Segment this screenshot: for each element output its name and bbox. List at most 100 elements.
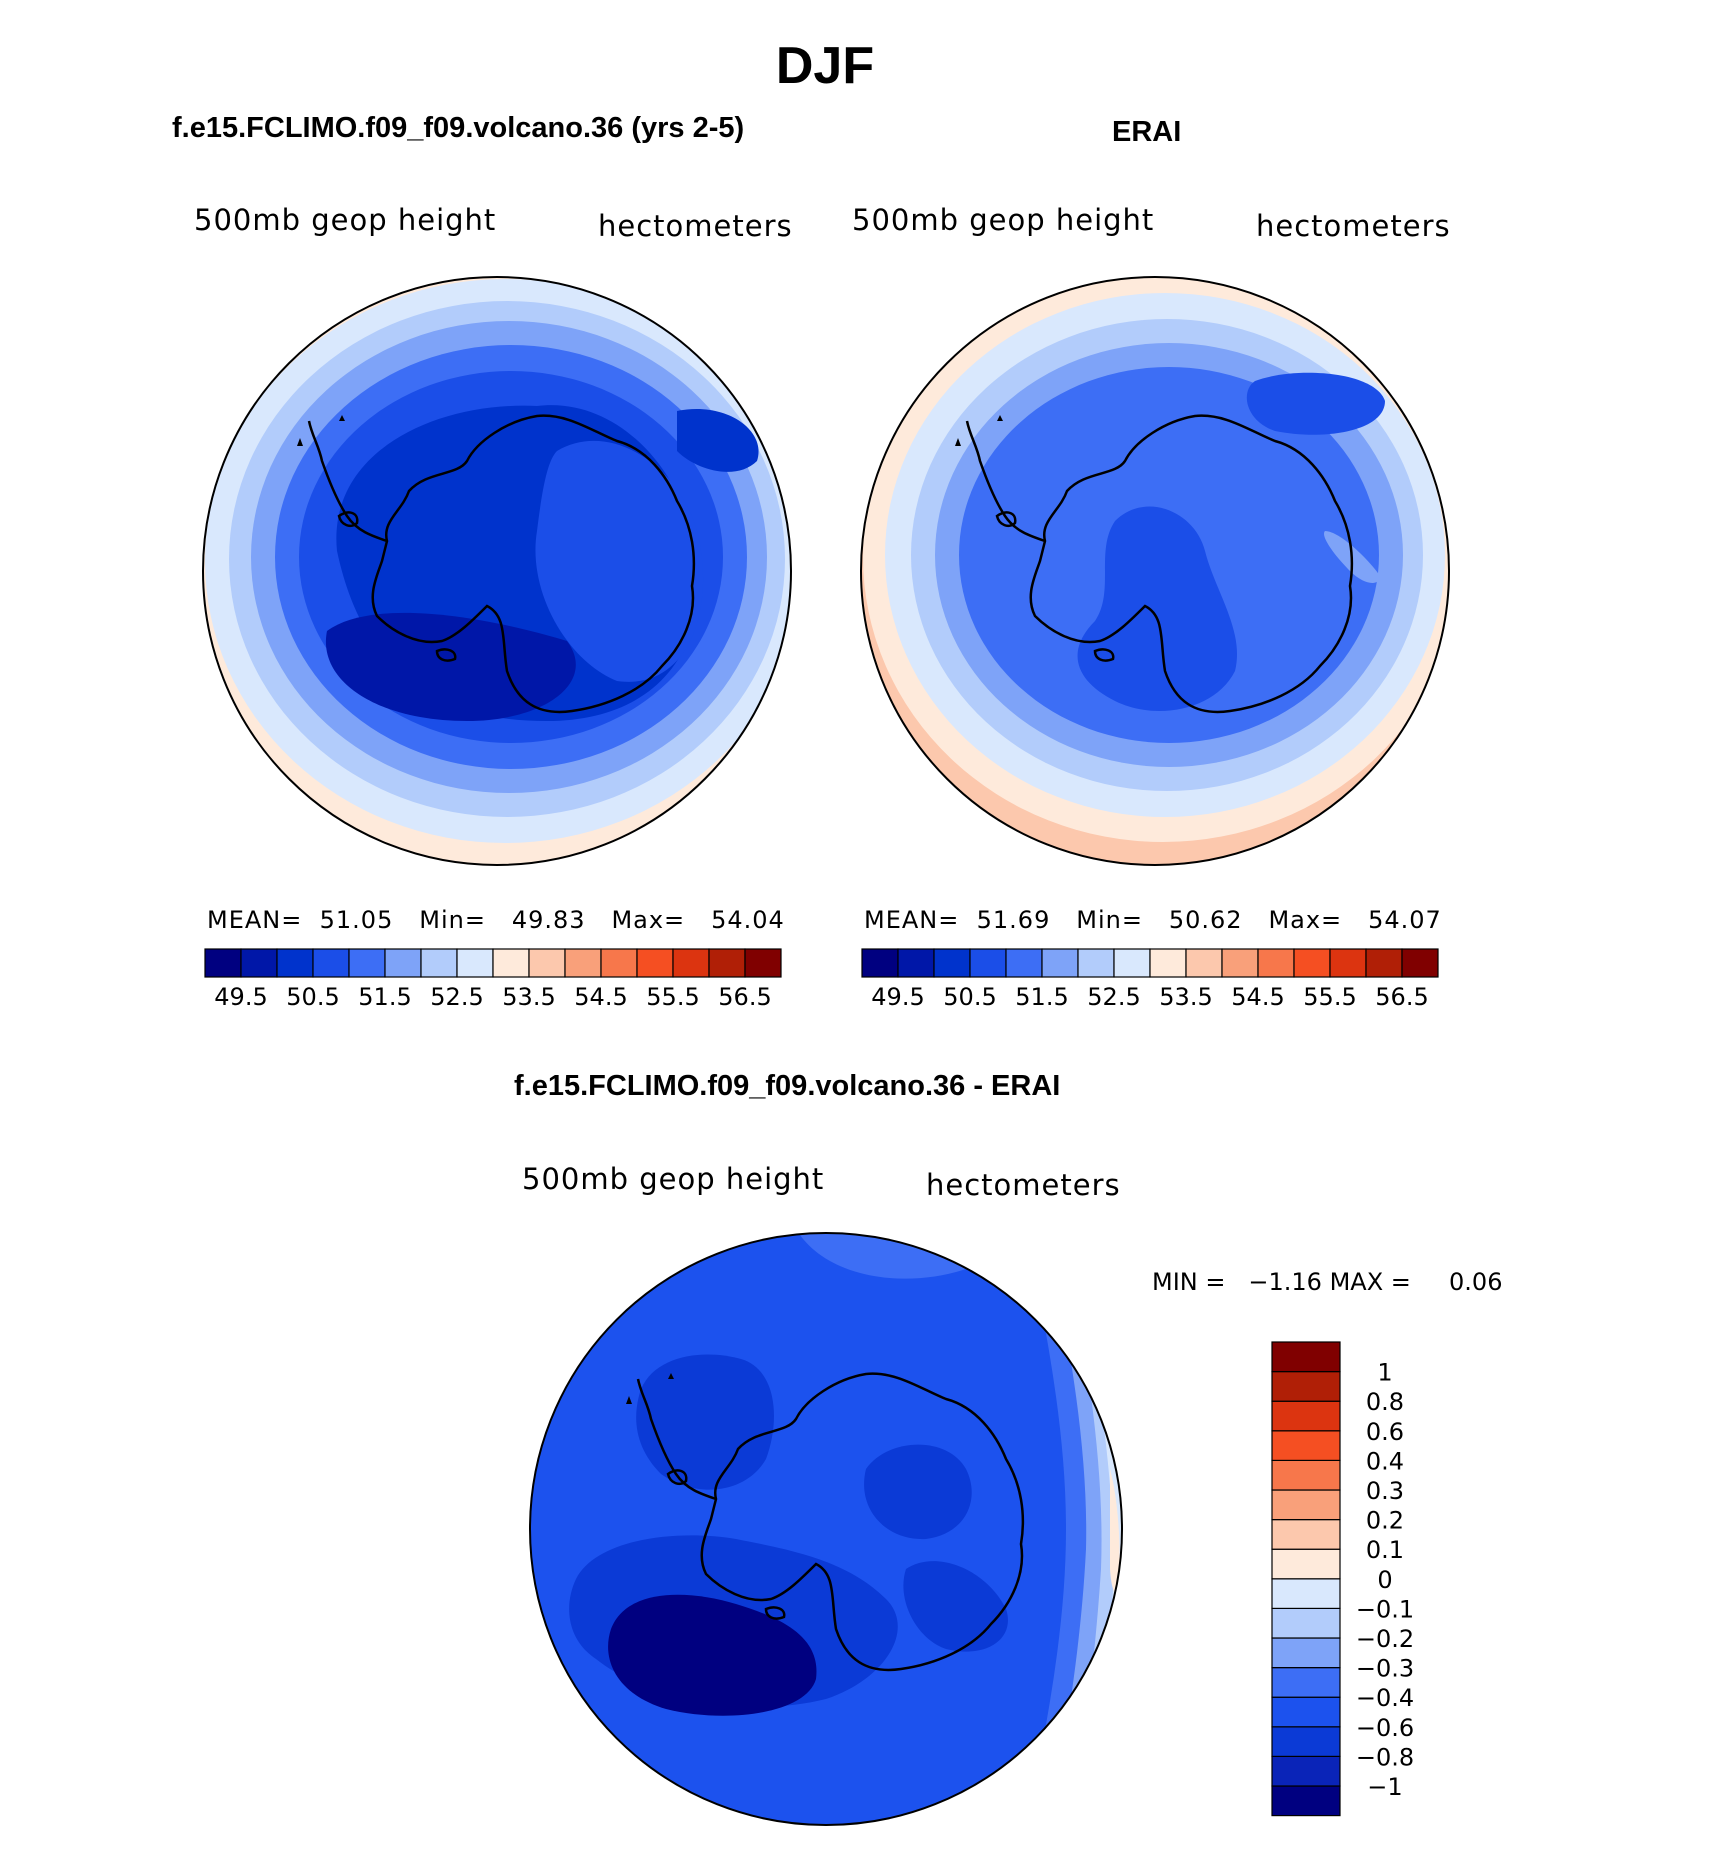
model-colorbar-tick-label: 52.5 <box>430 983 483 1011</box>
diff-stats-line: MIN = −1.16 MAX = 0.06 <box>1152 1268 1502 1296</box>
obs-colorbar-box <box>1257 948 1295 978</box>
model-colorbar-box <box>492 948 530 978</box>
diff-colorbar-tick-label: 0.3 <box>1366 1477 1404 1505</box>
diff-colorbar-tick-label: 0.8 <box>1366 1388 1404 1416</box>
model-max-value: 54.04 <box>711 906 785 934</box>
model-colorbar-box <box>312 948 350 978</box>
model-colorbar-box <box>204 948 242 978</box>
diff-colorbar-tick-label: 0.2 <box>1366 1507 1404 1535</box>
obs-min-label: Min= <box>1076 906 1143 934</box>
obs-colorbar-box <box>933 948 971 978</box>
diff-colorbar-tick-label: 1 <box>1377 1359 1392 1387</box>
diff-colorbar-box <box>1271 1607 1341 1639</box>
diff-colorbar-box <box>1271 1548 1341 1580</box>
diff-min-value: −1.16 <box>1248 1268 1322 1296</box>
model-colorbar-tick-label: 50.5 <box>286 983 339 1011</box>
obs-colorbar-box <box>1221 948 1259 978</box>
obs-colorbar-tick-label: 53.5 <box>1159 983 1212 1011</box>
model-colorbar-box <box>384 948 422 978</box>
model-max-label: Max= <box>611 906 686 934</box>
obs-colorbar-box <box>1149 948 1187 978</box>
diff-colorbar-tick-label: 0.4 <box>1366 1447 1404 1475</box>
obs-stats-line: MEAN= 51.69 Min= 50.62 Max= 54.07 <box>864 906 1442 934</box>
diff-colorbar-tick-label: −0.2 <box>1356 1625 1414 1653</box>
model-min-value: 49.83 <box>511 906 586 934</box>
obs-panel-title: ERAI <box>1112 116 1182 148</box>
model-stats-line: MEAN= 51.05 Min= 49.83 Max= 54.04 <box>207 906 785 934</box>
model-colorbar-box <box>348 948 386 978</box>
diff-colorbar-box <box>1271 1519 1341 1550</box>
diff-colorbar: −1−0.8−0.6−0.4−0.3−0.2−0.100.10.20.30.40… <box>1271 1341 1414 1817</box>
diff-colorbar-box <box>1271 1755 1341 1787</box>
model-min-label: Min= <box>419 906 486 934</box>
model-colorbar-box <box>672 948 710 978</box>
model-mean-value: 51.05 <box>319 906 394 934</box>
obs-colorbar-tick-label: 55.5 <box>1303 983 1356 1011</box>
obs-colorbar-tick-label: 50.5 <box>943 983 996 1011</box>
figure-title: DJF <box>775 37 875 95</box>
model-colorbar-box <box>708 948 746 978</box>
obs-colorbar-box <box>969 948 1007 978</box>
diff-colorbar-box <box>1271 1667 1341 1698</box>
model-colorbar-box <box>564 948 602 978</box>
obs-colorbar: 49.5 50.5 51.5 52.5 53.5 54.5 55.5 56.5 <box>861 948 1439 1011</box>
obs-max-value: 54.07 <box>1368 906 1442 934</box>
diff-units-label: hectometers <box>926 1168 1121 1202</box>
diff-colorbar-box <box>1271 1371 1341 1402</box>
obs-colorbar-box <box>1077 948 1115 978</box>
diff-colorbar-tick-label: 0.1 <box>1366 1536 1404 1564</box>
diff-colorbar-tick-label: −0.4 <box>1356 1684 1414 1712</box>
model-colorbar-tick-label: 49.5 <box>214 983 267 1011</box>
model-units-label: hectometers <box>598 209 793 243</box>
diff-variable-label: 500mb geop height <box>522 1162 825 1196</box>
obs-colorbar-box <box>1365 948 1403 978</box>
obs-max-label: Max= <box>1268 906 1343 934</box>
model-polar-map <box>202 276 792 866</box>
model-colorbar-box <box>240 948 278 978</box>
obs-min-value: 50.62 <box>1168 906 1243 934</box>
obs-colorbar-box <box>861 948 899 978</box>
obs-polar-map <box>860 276 1450 866</box>
obs-colorbar-box <box>1293 948 1331 978</box>
diff-colorbar-box <box>1271 1785 1341 1817</box>
diff-colorbar-box <box>1271 1459 1341 1491</box>
diff-colorbar-tick-label: −0.1 <box>1356 1595 1414 1623</box>
diff-colorbar-box <box>1271 1430 1341 1462</box>
obs-colorbar-tick-label: 49.5 <box>871 983 924 1011</box>
diff-colorbar-box <box>1271 1489 1341 1521</box>
obs-colorbar-box <box>897 948 935 978</box>
diff-colorbar-tick-label: 0 <box>1377 1566 1392 1594</box>
obs-colorbar-tick-label: 56.5 <box>1375 983 1428 1011</box>
model-colorbar-box <box>276 948 314 978</box>
diff-polar-map <box>529 1232 1123 1826</box>
obs-colorbar-tick-label: 54.5 <box>1231 983 1284 1011</box>
obs-units-label: hectometers <box>1256 209 1451 243</box>
model-colorbar-tick-label: 56.5 <box>718 983 771 1011</box>
diff-colorbar-tick-label: −0.6 <box>1356 1714 1414 1742</box>
diff-colorbar-box <box>1271 1578 1341 1610</box>
model-colorbar: 49.5 50.5 51.5 52.5 53.5 54.5 55.5 56.5 <box>204 948 782 1011</box>
model-mean-label: MEAN= <box>207 906 303 934</box>
diff-colorbar-box <box>1271 1637 1341 1669</box>
obs-colorbar-box <box>1005 948 1043 978</box>
diff-colorbar-box <box>1271 1400 1341 1432</box>
diff-colorbar-box <box>1271 1341 1341 1373</box>
obs-colorbar-box <box>1041 948 1079 978</box>
obs-mean-label: MEAN= <box>864 906 960 934</box>
obs-colorbar-tick-label: 51.5 <box>1015 983 1068 1011</box>
model-colorbar-tick-label: 54.5 <box>574 983 627 1011</box>
model-colorbar-tick-label: 53.5 <box>502 983 555 1011</box>
model-panel-title: f.e15.FCLIMO.f09_f09.volcano.36 (yrs 2-5… <box>172 112 745 144</box>
model-colorbar-box <box>636 948 674 978</box>
obs-colorbar-box <box>1113 948 1151 978</box>
diff-colorbar-tick-label: −1 <box>1367 1773 1402 1801</box>
model-colorbar-box <box>456 948 494 978</box>
model-colorbar-box <box>420 948 458 978</box>
diff-colorbar-box <box>1271 1696 1341 1728</box>
model-colorbar-tick-label: 55.5 <box>646 983 699 1011</box>
model-colorbar-box <box>528 948 566 978</box>
model-colorbar-box <box>744 948 782 978</box>
diff-min-label: MIN = <box>1152 1268 1226 1296</box>
obs-colorbar-box <box>1401 948 1439 978</box>
model-colorbar-box <box>600 948 638 978</box>
